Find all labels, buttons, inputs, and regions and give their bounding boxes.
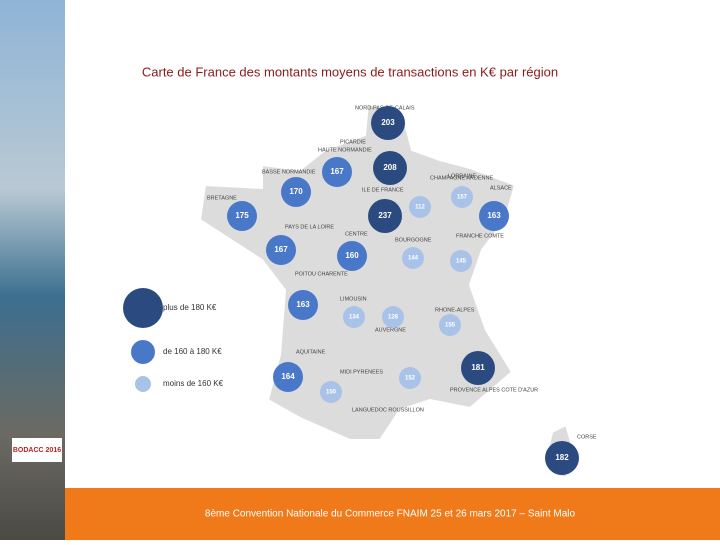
region-name: MIDI PYRENEES — [340, 369, 383, 375]
region-bubble — [382, 306, 404, 328]
region-bubble — [450, 250, 472, 272]
region-value: 237 — [378, 211, 392, 220]
region-name: AQUITAINE — [296, 349, 326, 355]
france-outline — [198, 102, 517, 441]
region-value: 134 — [349, 315, 360, 321]
region-name: FRANCHE COMTE — [456, 233, 504, 239]
region-bubble — [343, 306, 365, 328]
region-name: HAUTE NORMANDIE — [318, 147, 372, 153]
region-name: ALSACE — [490, 185, 512, 191]
region-value: 150 — [326, 390, 337, 396]
legend-label: plus de 180 K€ — [163, 303, 217, 312]
footer-bar — [65, 488, 720, 540]
region-value: 160 — [345, 251, 359, 260]
legend-label: de 160 à 180 K€ — [163, 347, 222, 356]
region-bubble — [399, 367, 421, 389]
region-bubble — [337, 241, 367, 271]
region-name: ILE DE FRANCE — [362, 187, 404, 193]
region-name: AUVERGNE — [375, 327, 406, 333]
region-value: 144 — [408, 256, 419, 262]
region-bubble — [288, 290, 318, 320]
region-bubble — [545, 441, 579, 475]
region-value: 181 — [471, 363, 485, 372]
region-name: RHONE-ALPES — [435, 307, 475, 313]
region-bubble — [451, 186, 473, 208]
region-name: LANGUEDOC ROUSSILLON — [352, 407, 424, 413]
region-name: BASSE NORMANDIE — [262, 169, 316, 175]
region-value: 157 — [457, 195, 468, 201]
region-value: 167 — [330, 167, 344, 176]
region-value: 155 — [445, 323, 456, 329]
region-bubble — [227, 201, 257, 231]
region-name: CHAMPAGNE ARDENNE — [430, 175, 493, 181]
region-value: 112 — [415, 205, 425, 211]
region-name: LORRAINE — [448, 173, 476, 179]
region-value: 167 — [274, 245, 288, 254]
region-value: 163 — [487, 211, 501, 220]
region-value: 145 — [456, 259, 467, 265]
region-value: 182 — [555, 453, 569, 462]
region-value: 152 — [405, 376, 416, 382]
region-bubble — [368, 199, 402, 233]
region-bubble — [479, 201, 509, 231]
region-name: PAYS DE LA LOIRE — [285, 224, 334, 230]
region-name: LIMOUSIN — [340, 296, 367, 302]
region-name: BRETAGNE — [207, 195, 237, 201]
region-value: 203 — [381, 118, 395, 127]
region-name: PROVENCE ALPES COTE D'AZUR — [450, 387, 538, 393]
legend-swatch — [123, 288, 163, 328]
region-value: 175 — [235, 211, 249, 220]
logo-box — [12, 438, 62, 462]
region-name: BOURGOGNE — [395, 237, 432, 243]
region-value: 128 — [388, 315, 399, 321]
region-bubble — [461, 351, 495, 385]
region-bubble — [402, 247, 424, 269]
region-bubble — [273, 362, 303, 392]
legend-label: moins de 160 K€ — [163, 379, 224, 388]
region-bubble — [409, 196, 431, 218]
region-bubble — [371, 106, 405, 140]
legend-swatch — [135, 376, 151, 392]
region-bubble — [266, 235, 296, 265]
footer: 8ème Convention Nationale du Commerce FN… — [205, 509, 576, 520]
region-bubble — [439, 314, 461, 336]
region-name: CENTRE — [345, 231, 368, 237]
region-value: 208 — [383, 163, 397, 172]
region-name: PICARDIE — [340, 139, 366, 145]
region-name: CORSE — [577, 434, 597, 440]
region-bubble — [320, 381, 342, 403]
region-value: 163 — [296, 300, 310, 309]
title: Carte de France des montants moyens de t… — [142, 64, 558, 79]
logo: BODACC 2016 — [13, 447, 61, 454]
region-bubble — [373, 151, 407, 185]
region-bubble — [322, 157, 352, 187]
region-name: POITOU CHARENTE — [295, 271, 348, 277]
legend-swatch — [131, 340, 155, 364]
region-value: 170 — [289, 187, 303, 196]
region-value: 164 — [281, 372, 295, 381]
region-bubble — [281, 177, 311, 207]
